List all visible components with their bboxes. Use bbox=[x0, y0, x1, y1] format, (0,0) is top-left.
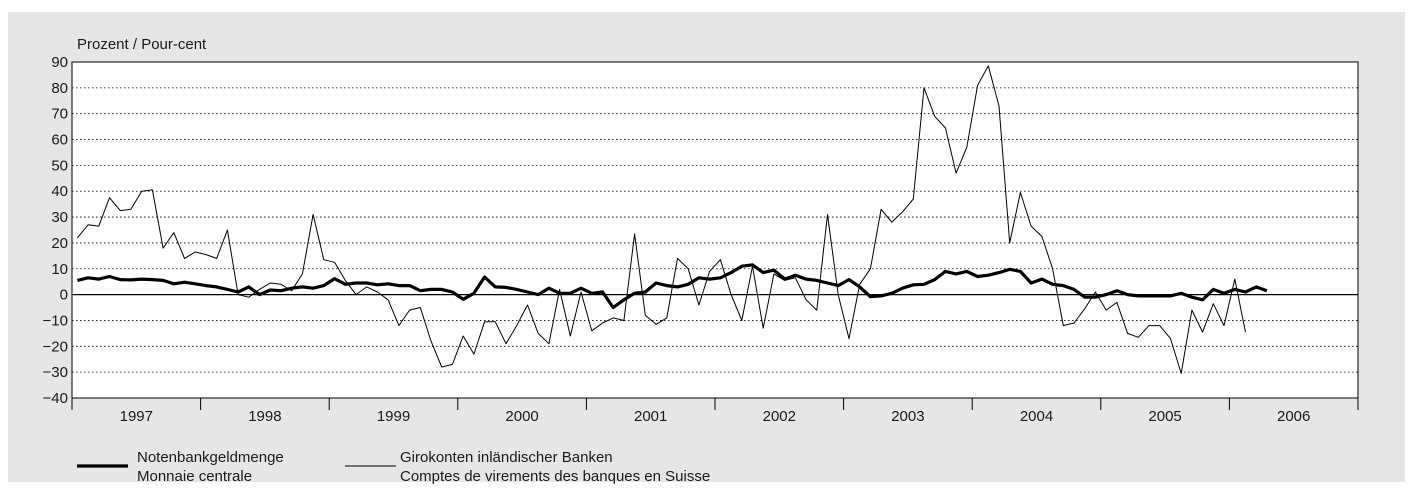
x-tick-label: 2004 bbox=[1020, 408, 1053, 425]
y-tick-label: −10 bbox=[43, 312, 68, 329]
legend-label-thin-line1: Girokonten inländischer Banken bbox=[400, 449, 613, 466]
y-tick-label: 10 bbox=[51, 261, 68, 278]
plot-area bbox=[71, 61, 1359, 399]
y-tick-label: 30 bbox=[51, 209, 68, 226]
x-tick-label: 2001 bbox=[634, 408, 667, 425]
y-tick-label: 70 bbox=[51, 106, 68, 123]
y-tick-label: 20 bbox=[51, 235, 68, 252]
x-tick-label: 1999 bbox=[377, 408, 410, 425]
y-tick-label: 90 bbox=[51, 54, 68, 71]
y-tick-label: 40 bbox=[51, 183, 68, 200]
y-axis-ticks: −40 −30 −20 −10 0 10 20 30 40 50 60 70 80 90 bbox=[43, 54, 68, 407]
legend-label-thick-line1: Notenbankgeldmenge bbox=[137, 449, 284, 466]
legend-label-thick-line2: Monnaie centrale bbox=[137, 468, 252, 485]
y-tick-label: 80 bbox=[51, 80, 68, 97]
series-line-girokonten bbox=[77, 65, 1246, 374]
y-axis-title: Prozent / Pour-cent bbox=[77, 36, 207, 53]
x-axis-ticks: 1997 1998 1999 2000 2001 2002 2003 2004 2005 2006 bbox=[71, 398, 1359, 425]
x-tick-label: 2005 bbox=[1148, 408, 1181, 425]
x-tick-label: 2003 bbox=[891, 408, 924, 425]
x-tick-label: 2000 bbox=[505, 408, 538, 425]
y-tick-label: −30 bbox=[43, 364, 68, 381]
y-tick-label: 0 bbox=[60, 287, 68, 304]
y-tick-label: −40 bbox=[43, 390, 68, 407]
y-tick-label: 50 bbox=[51, 157, 68, 174]
series-layer bbox=[77, 65, 1268, 374]
legend: Notenbankgeldmenge Monnaie centrale Giro… bbox=[77, 449, 710, 485]
x-tick-label: 2002 bbox=[763, 408, 796, 425]
y-tick-label: 60 bbox=[51, 132, 68, 149]
x-tick-label: 1998 bbox=[248, 408, 281, 425]
x-tick-label: 1997 bbox=[120, 408, 153, 425]
y-tick-label: −20 bbox=[43, 338, 68, 355]
series-line-notenbankgeldmenge bbox=[77, 263, 1268, 310]
legend-label-thin-line2: Comptes de virements des banques en Suis… bbox=[400, 468, 710, 485]
x-tick-label: 2006 bbox=[1277, 408, 1310, 425]
